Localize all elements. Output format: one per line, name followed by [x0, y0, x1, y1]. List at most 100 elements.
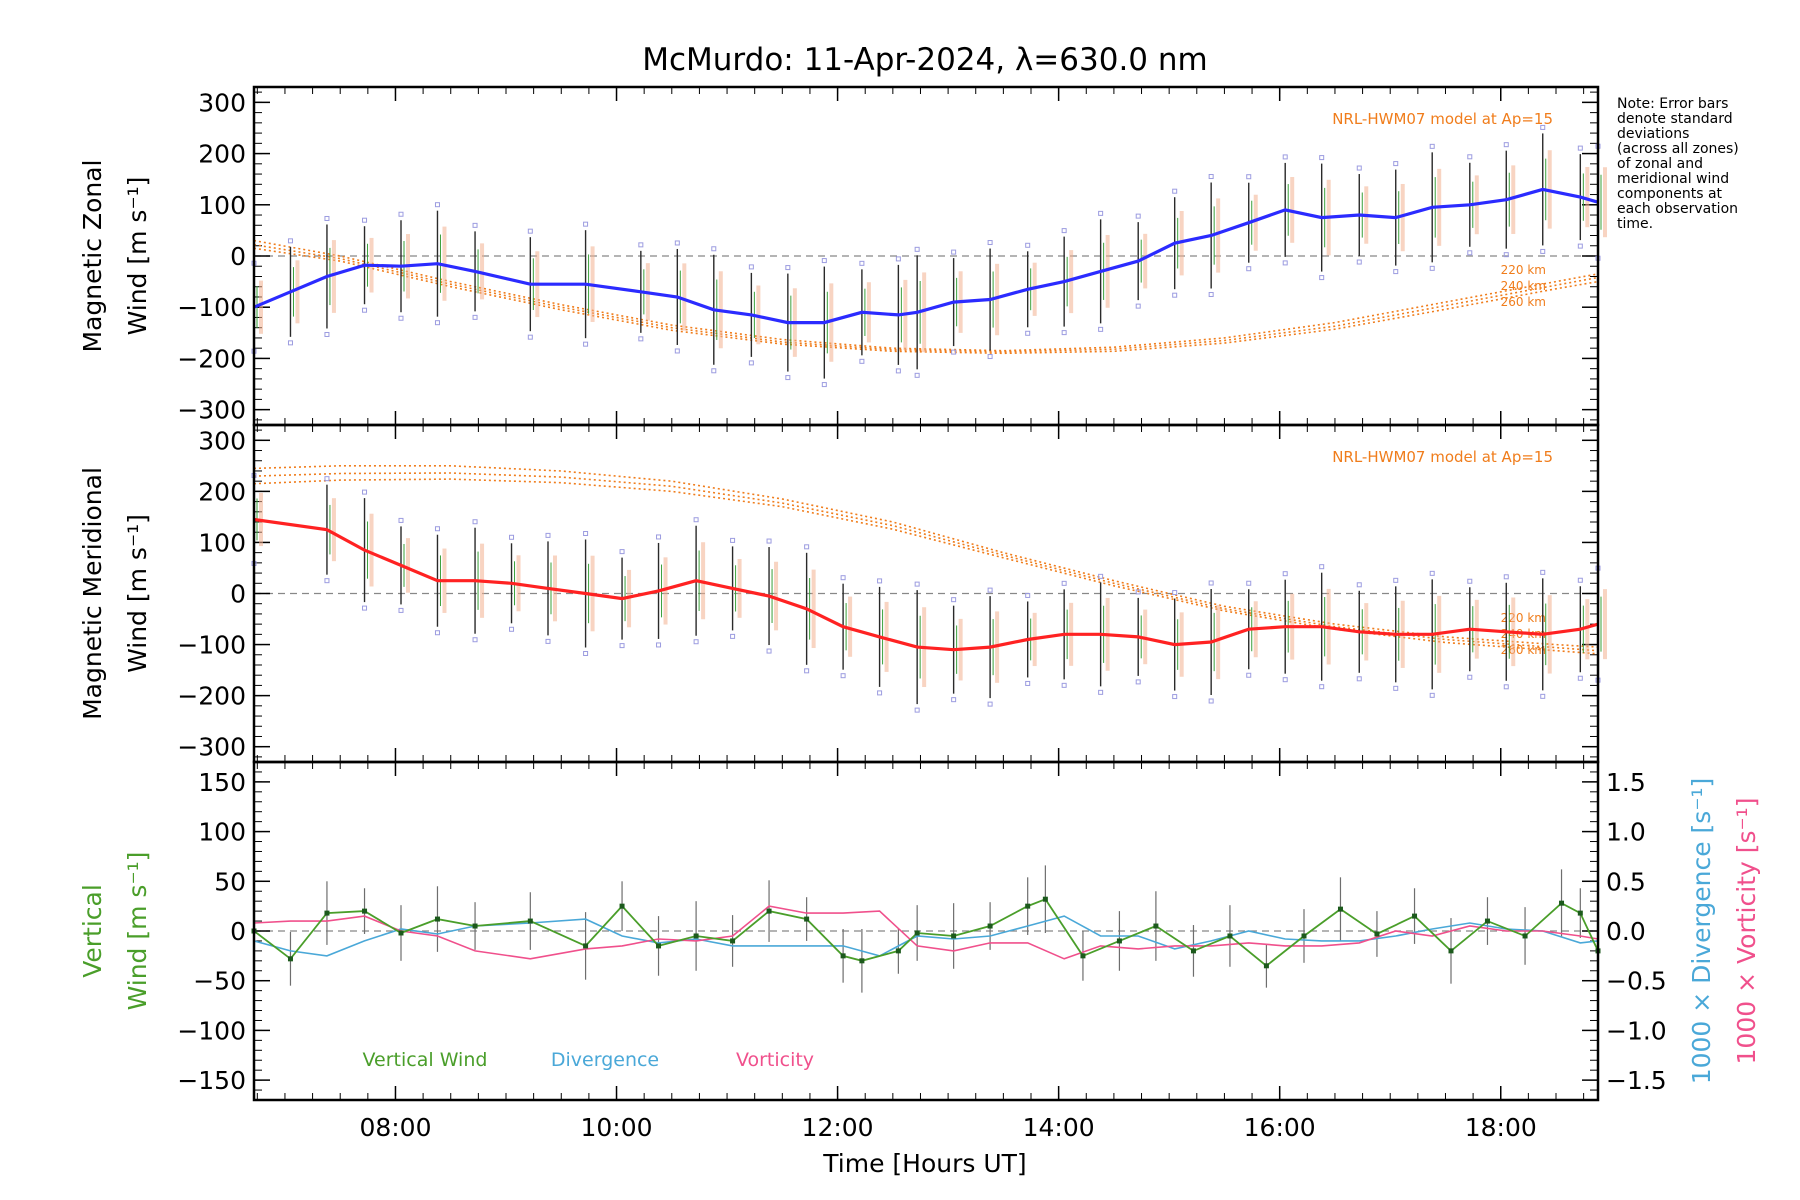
zone-marker — [951, 597, 957, 603]
zone-marker — [1467, 250, 1473, 256]
model-altitude-label: 220 km — [1501, 611, 1546, 625]
model-curve-220km — [253, 239, 1599, 352]
zone-marker — [1208, 698, 1214, 704]
y-tick-label: 200 — [198, 477, 246, 506]
vertical-wind-point — [730, 938, 736, 944]
zone-spread-box — [1603, 589, 1607, 660]
zone-marker — [656, 642, 662, 648]
y-tick-label: 0 — [230, 580, 246, 609]
zone-marker — [1467, 154, 1473, 160]
zone-marker — [1172, 590, 1178, 596]
y2-tick-label: 0.0 — [1606, 917, 1646, 946]
zone-spread-box — [811, 569, 816, 649]
zone-marker — [785, 375, 791, 381]
vertical-wind-point — [287, 956, 293, 962]
zone-marker — [1025, 592, 1031, 598]
zone-marker — [1098, 326, 1104, 332]
vertical-wind-point — [987, 923, 993, 929]
model-curve-240km — [253, 472, 1599, 652]
zone-marker — [472, 519, 478, 525]
y-tick-label: 100 — [198, 528, 246, 557]
vertical-wind-point — [1116, 938, 1122, 944]
vertical-wind-point — [1374, 931, 1380, 937]
zone-marker — [840, 575, 846, 581]
zone-marker — [1393, 685, 1399, 691]
y-tick-label: 300 — [198, 88, 246, 117]
zone-marker — [693, 517, 699, 523]
zone-marker — [1577, 145, 1583, 151]
zone-marker — [1467, 578, 1473, 584]
panel-meridional: 300 200 100 0 −100 −200 −300 Magnetic Meridiona… — [78, 423, 1607, 764]
zone-marker — [619, 549, 625, 555]
y-axis-label-line2: Wind [m s⁻¹] — [123, 514, 152, 673]
zone-marker — [434, 320, 440, 326]
y-tick-label: −300 — [177, 396, 246, 425]
zone-spread-box — [1216, 604, 1221, 680]
zone-marker — [987, 701, 993, 707]
vertical-wind-point — [766, 908, 772, 914]
y-tick-label: −50 — [193, 967, 246, 996]
zone-marker — [1246, 672, 1252, 678]
zone-marker — [527, 334, 533, 340]
vertical-wind-point — [1301, 933, 1307, 939]
zone-marker — [1429, 692, 1435, 698]
zone-spread-box — [1585, 167, 1590, 228]
zone-spread-box — [682, 263, 687, 331]
zone-marker — [895, 368, 901, 374]
zone-spread-box — [406, 538, 410, 593]
zone-marker — [748, 360, 754, 366]
zone-marker — [1467, 674, 1473, 680]
zone-marker — [545, 638, 551, 644]
zone-spread-box — [1253, 194, 1258, 251]
x-tick-label: 14:00 — [1023, 1113, 1095, 1142]
y-tick-label: 300 — [198, 426, 246, 455]
model-label: NRL-HWM07 model at Ap=15 — [1332, 448, 1553, 466]
x-tick-label: 12:00 — [802, 1113, 874, 1142]
zone-marker — [1282, 260, 1288, 266]
zone-marker — [324, 578, 330, 584]
zone-marker — [1172, 292, 1178, 298]
vertical-wind-point — [1080, 953, 1086, 959]
vertical-wind-point — [583, 943, 589, 949]
zone-marker — [1393, 161, 1399, 167]
zone-spread-box — [1216, 198, 1221, 273]
y-tick-label: 100 — [198, 818, 246, 847]
x-axis-label: Time [Hours UT] — [822, 1149, 1026, 1178]
model-curve-260km — [253, 478, 1599, 655]
zone-marker — [730, 537, 736, 543]
vertical-wind-point — [656, 943, 662, 949]
vertical-wind-point — [840, 953, 846, 959]
zone-marker — [1503, 252, 1509, 258]
zone-marker — [951, 349, 957, 355]
y-axis-label-line1: Vertical — [78, 884, 107, 978]
zone-marker — [1540, 248, 1546, 254]
zone-marker — [545, 532, 551, 538]
zone-marker — [1429, 143, 1435, 149]
zone-marker — [711, 246, 717, 252]
zone-marker — [1061, 330, 1067, 336]
y-tick-label: 150 — [198, 768, 246, 797]
vertical-wind-point — [434, 916, 440, 922]
y-tick-label: 100 — [198, 191, 246, 220]
zone-marker — [674, 240, 680, 246]
zone-marker — [1319, 564, 1325, 570]
zone-marker — [472, 637, 478, 643]
zone-marker — [914, 372, 920, 378]
vertical-wind-point — [693, 933, 699, 939]
zone-marker — [324, 331, 330, 337]
zone-marker — [821, 258, 827, 264]
zone-marker — [509, 626, 515, 632]
zone-marker — [914, 707, 920, 713]
zone-marker — [362, 489, 368, 495]
zone-marker — [730, 633, 736, 639]
zone-marker — [656, 534, 662, 540]
zone-marker — [1282, 677, 1288, 683]
vertical-wind-point — [914, 930, 920, 936]
zone-marker — [693, 639, 699, 645]
zone-marker — [583, 651, 589, 656]
zone-marker — [987, 240, 993, 246]
zone-marker — [1172, 694, 1178, 700]
zone-marker — [1393, 577, 1399, 583]
x-tick-label: 16:00 — [1244, 1113, 1316, 1142]
zone-spread-box — [1069, 250, 1074, 314]
